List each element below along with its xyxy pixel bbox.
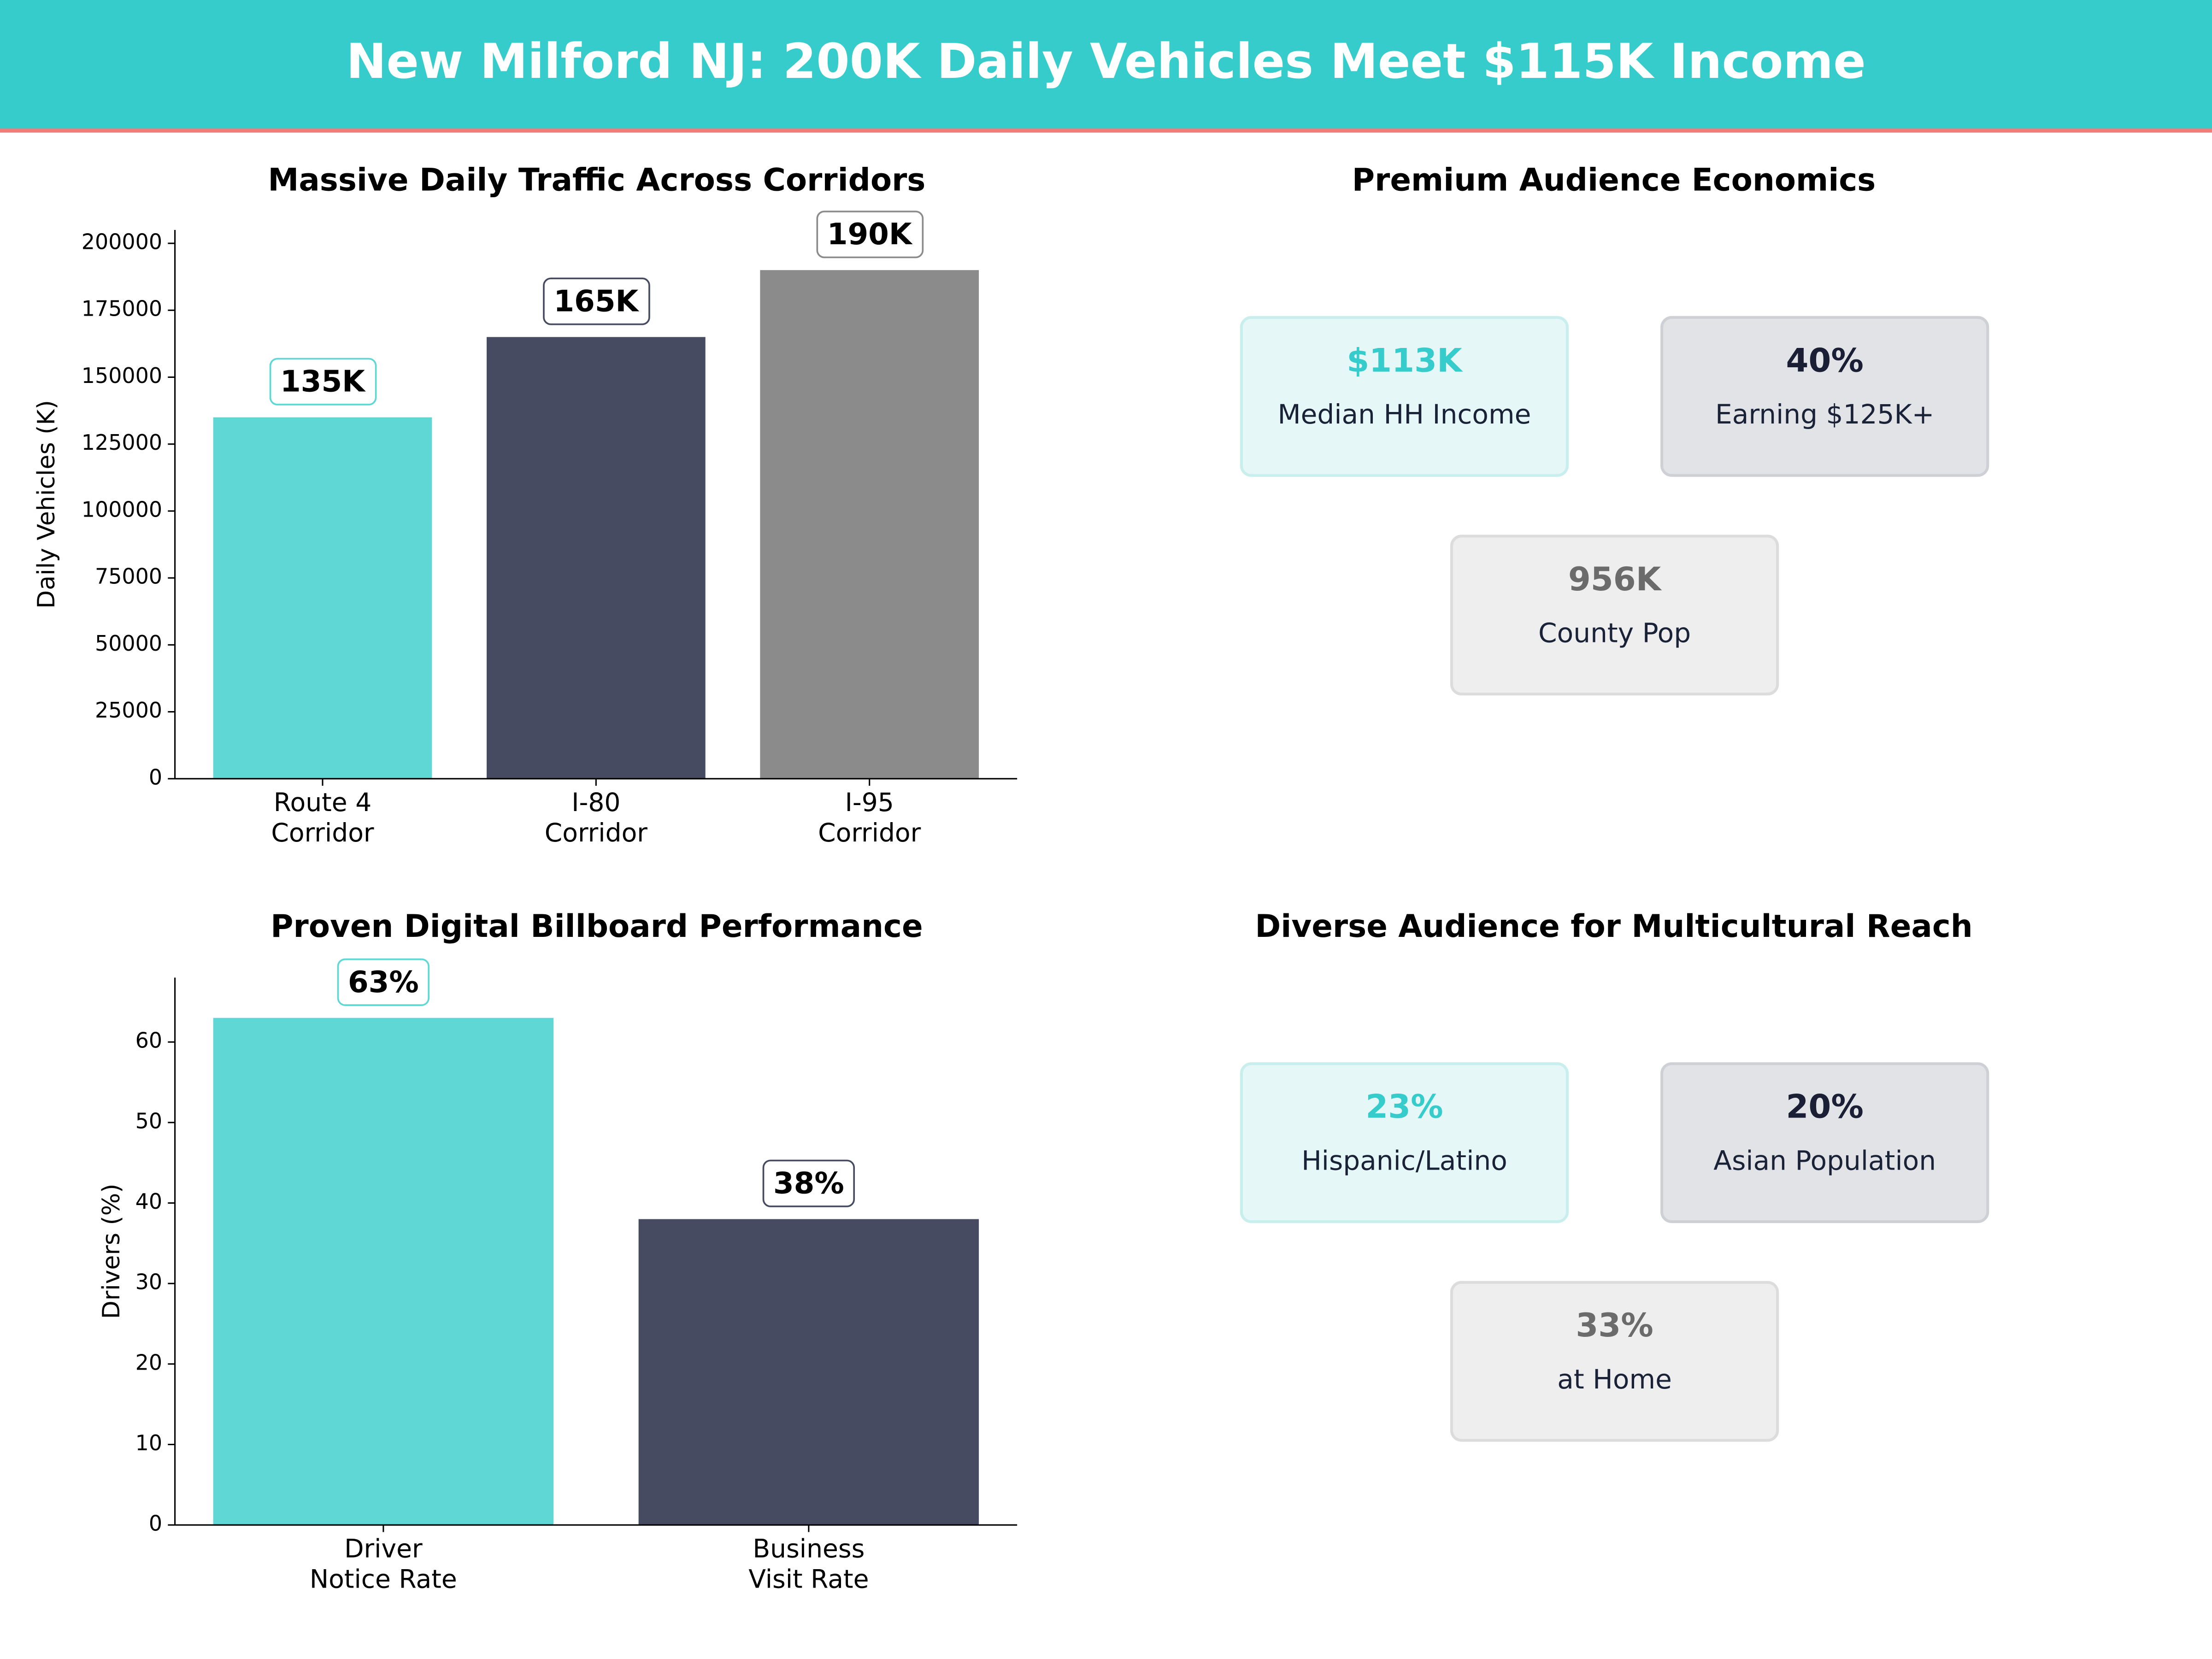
kpi-card [1660,1062,1989,1224]
chart-title: Proven Digital Billboard Performance [271,908,923,944]
x-tick-label: I-95 Corridor [818,788,921,847]
bar [213,417,432,779]
bar [487,337,706,779]
kpi-label: Earning $125K+ [1715,399,1934,430]
value-label: 38% [773,1166,844,1201]
y-tick-label: 0 [149,765,162,789]
y-tick-label: 60 [135,1028,162,1053]
y-tick-label: 50 [135,1108,162,1133]
kpi-card [1240,1062,1569,1224]
value-label: 63% [348,965,419,1000]
kpi-card [1660,316,1989,477]
kpi-value: 33% [1576,1306,1653,1344]
y-tick-label: 20 [135,1350,162,1375]
value-label-box [543,277,650,325]
x-tick-label: Business Visit Rate [748,1534,869,1594]
chart-title: Massive Daily Traffic Across Corridors [268,161,925,198]
y-axis-label: Daily Vehicles (K) [33,400,60,609]
kpi-value: $113K [1347,341,1463,379]
kpi-card [1450,535,1779,696]
kpi-card [1240,316,1569,477]
y-tick-label: 150000 [82,363,162,388]
y-tick-label: 30 [135,1270,162,1294]
y-tick-label: 10 [135,1430,162,1455]
value-label: 165K [553,284,639,318]
value-label-box [762,1159,855,1207]
y-tick-label: 125000 [82,430,162,455]
header-bar [0,0,2212,130]
kpi-label: Asian Population [1713,1145,1936,1177]
kpi-value: 956K [1568,560,1662,598]
y-tick-label: 200000 [82,229,162,254]
kpi-label: at Home [1557,1364,1672,1395]
panel-title: Premium Audience Economics [1352,161,1876,198]
kpi-label: Hispanic/Latino [1301,1145,1507,1177]
page-title: New Milford NJ: 200K Daily Vehicles Meet… [346,33,1865,89]
bar [638,1219,979,1525]
kpi-value: 40% [1786,341,1863,379]
value-label: 135K [280,365,366,399]
kpi-value: 20% [1786,1088,1863,1126]
panel-title: Diverse Audience for Multicultural Reach [1255,908,1972,944]
y-axis-label: Drivers (%) [98,1183,125,1319]
kpi-label: Median HH Income [1277,399,1531,430]
value-label-box [337,958,430,1006]
y-tick-label: 0 [149,1511,162,1536]
kpi-value: 23% [1365,1088,1443,1126]
x-tick-label: Driver Notice Rate [310,1534,457,1594]
x-tick-label: Route 4 Corridor [271,788,374,847]
value-label: 190K [827,217,913,252]
y-tick-label: 25000 [95,698,162,723]
y-tick-label: 175000 [82,296,162,321]
y-tick-label: 50000 [95,631,162,656]
bar [760,270,979,779]
y-tick-label: 100000 [82,497,162,522]
x-tick-label: I-80 Corridor [545,788,647,847]
kpi-label: County Pop [1538,618,1691,649]
value-label-box [269,358,377,406]
y-tick-label: 40 [135,1189,162,1214]
bar [213,1018,554,1525]
header-rule [0,128,2212,133]
value-label-box [816,211,924,259]
y-tick-label: 75000 [95,564,162,589]
kpi-card [1450,1281,1779,1442]
